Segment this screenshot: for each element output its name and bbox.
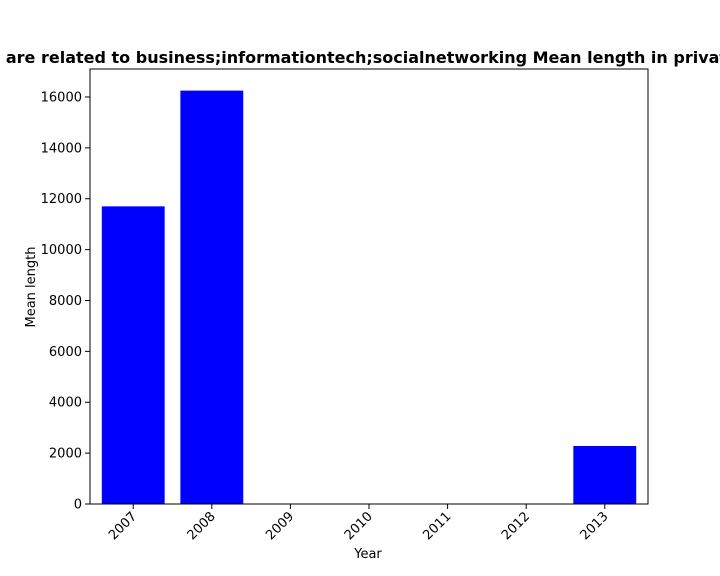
- y-tick-label-16000: 16000: [41, 90, 82, 105]
- y-tick-label-0: 0: [74, 498, 82, 513]
- x-tick-label-2011: 2011: [420, 509, 454, 543]
- x-axis: 2007 2008 2009 2010 2011 2012 2013: [106, 504, 612, 543]
- bar-2013: [573, 446, 637, 504]
- y-tick-label-8000: 8000: [49, 294, 82, 309]
- bars-group: [101, 90, 637, 505]
- y-axis: 0 2000 4000 6000 8000 10000 12000 14000 16000: [41, 90, 90, 513]
- y-tick-label-6000: 6000: [49, 345, 82, 360]
- x-tick-label-2009: 2009: [263, 509, 297, 543]
- x-tick-label-2007: 2007: [106, 509, 140, 543]
- y-tick-label-10000: 10000: [41, 243, 82, 258]
- bar-2007: [101, 206, 165, 504]
- x-tick-label-2012: 2012: [499, 509, 533, 543]
- y-tick-label-2000: 2000: [49, 447, 82, 462]
- x-tick-label-2010: 2010: [342, 509, 376, 543]
- y-axis-label: Mean length: [24, 247, 39, 328]
- chart-title: ... are related to business;informationt…: [0, 48, 720, 67]
- y-tick-label-14000: 14000: [41, 141, 82, 156]
- x-tick-label-2008: 2008: [185, 509, 219, 543]
- x-axis-label: Year: [353, 547, 382, 562]
- y-tick-label-12000: 12000: [41, 192, 82, 207]
- plot-frame: [89, 68, 649, 505]
- bar-2008: [180, 90, 244, 505]
- x-tick-label-2013: 2013: [578, 509, 612, 543]
- y-tick-label-4000: 4000: [49, 396, 82, 411]
